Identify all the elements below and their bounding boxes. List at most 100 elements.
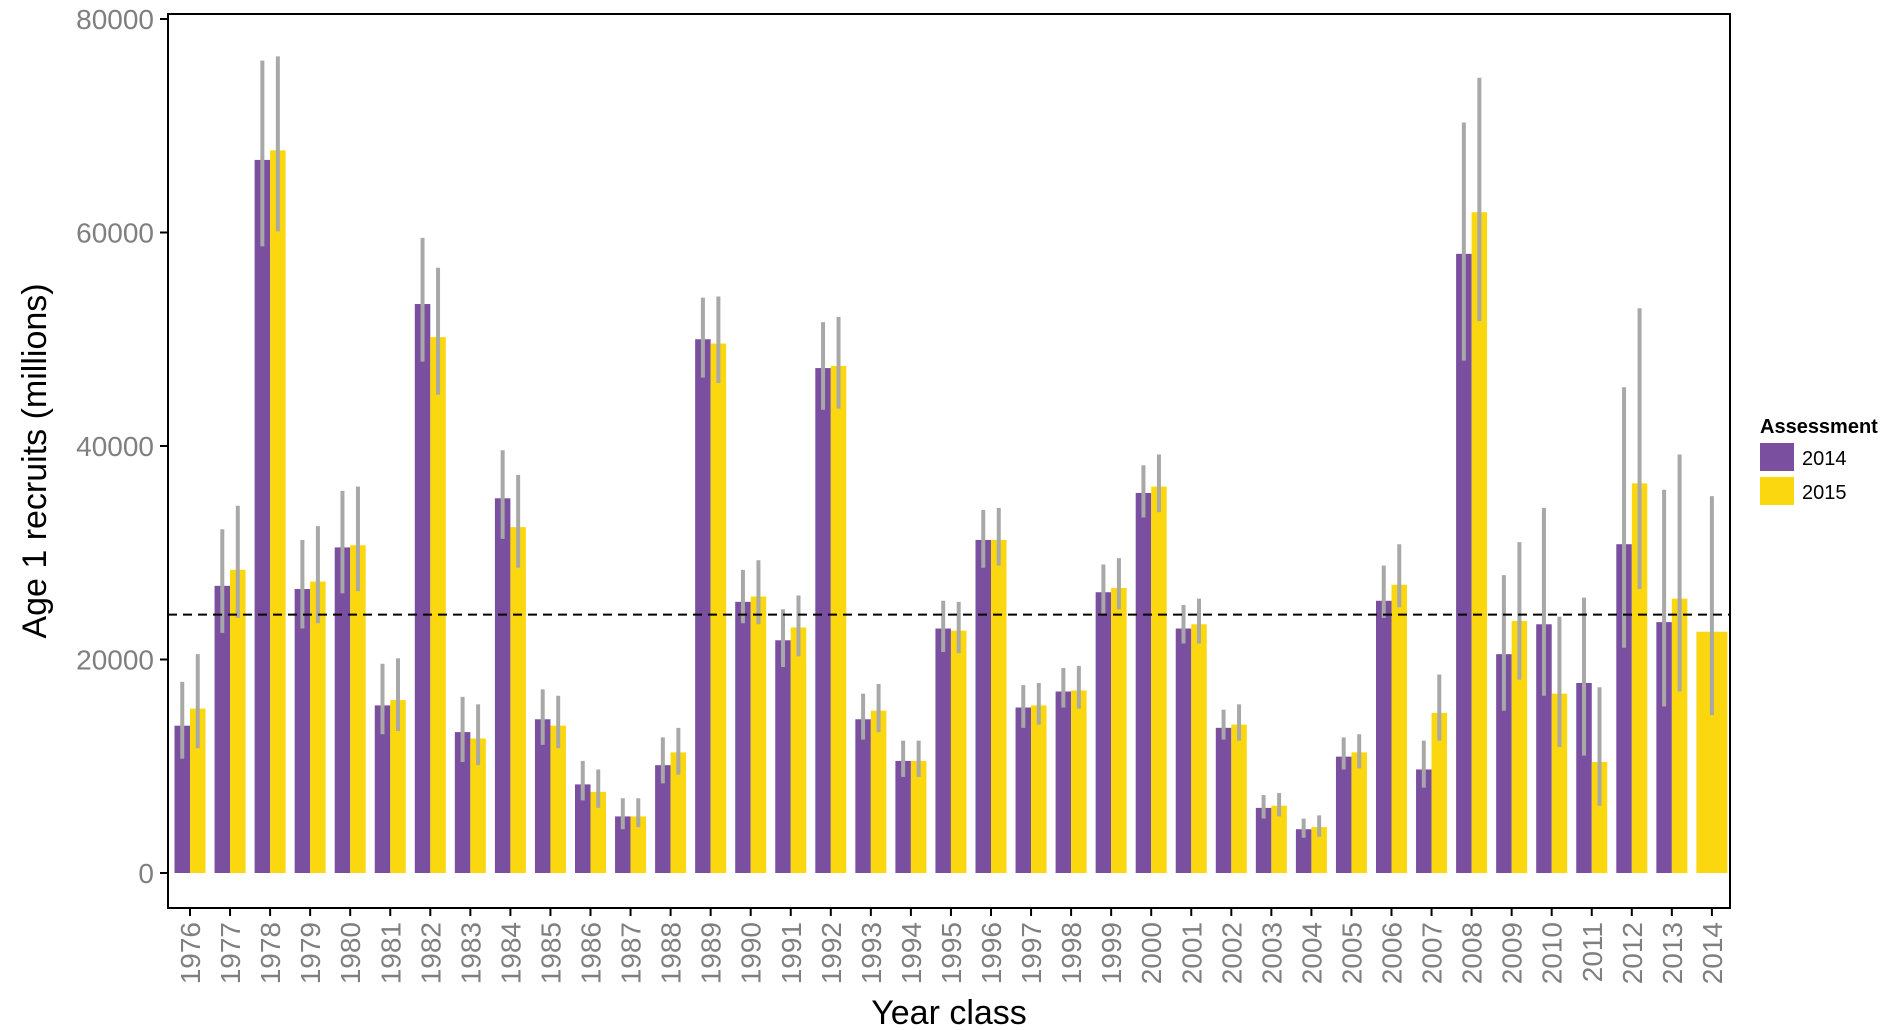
- bar-2015-1979: [310, 581, 326, 873]
- bar-2014-2002: [1215, 727, 1232, 873]
- bar-2015-1989: [710, 343, 727, 873]
- x-tick-label-2013: 2013: [1657, 922, 1688, 984]
- legend: Assessment 2014 2015: [1760, 416, 1878, 505]
- x-tick-label-1988: 1988: [656, 922, 687, 984]
- x-tick-label-1982: 1982: [415, 922, 446, 984]
- bar-2014-1990: [735, 601, 751, 873]
- plot-panel-border: [167, 13, 1731, 909]
- bar-2014-1997: [1015, 707, 1032, 873]
- bar-2015-2010: [1551, 693, 1568, 873]
- x-tick-label-1996: 1996: [976, 922, 1007, 984]
- bar-2014-2011: [1576, 682, 1592, 873]
- x-tick-label-2011: 2011: [1577, 922, 1608, 982]
- bar-2014-1980: [334, 547, 351, 873]
- legend-label-2014: 2014: [1802, 448, 1847, 470]
- error-bars-layer: [180, 56, 1714, 838]
- x-tick-label-1989: 1989: [696, 922, 727, 984]
- bar-2015-1999: [1111, 587, 1127, 873]
- legend-swatch-2014: [1760, 443, 1794, 471]
- bar-2014-2004: [1295, 829, 1312, 873]
- bar-2014-1987: [615, 816, 631, 873]
- bar-2015-2013: [1671, 598, 1688, 873]
- bar-2015-2006: [1391, 584, 1407, 873]
- bar-2015-1984: [510, 527, 526, 873]
- x-tick-label-1980: 1980: [335, 922, 366, 984]
- x-tick-label-2014: 2014: [1697, 922, 1728, 984]
- bar-2014-1984: [494, 498, 511, 873]
- x-tick-label-1991: 1991: [776, 922, 807, 984]
- bar-2015-2001: [1191, 624, 1207, 873]
- bar-2015-1991: [790, 627, 807, 873]
- y-axis-title: Age 1 recruits (millions): [16, 283, 54, 638]
- bar-2014-1999: [1095, 592, 1112, 873]
- x-tick-label-2008: 2008: [1457, 922, 1488, 984]
- bar-2015-1981: [390, 700, 406, 873]
- bar-2014-1979: [294, 589, 311, 873]
- bar-2015-1996: [991, 539, 1007, 873]
- bar-2015-1976: [190, 708, 206, 873]
- y-tick-label-0: 0: [138, 858, 154, 889]
- bar-2015-1997: [1031, 705, 1047, 873]
- bar-2014-1981: [374, 705, 391, 873]
- bar-2014-2008: [1456, 253, 1472, 874]
- bar-2014-1995: [935, 628, 951, 873]
- bars-layer: [174, 150, 1728, 874]
- bar-2014-1994: [895, 760, 911, 873]
- x-tick-label-2007: 2007: [1417, 922, 1448, 984]
- bar-2015-2007: [1431, 712, 1448, 873]
- bar-2015-1986: [590, 791, 606, 873]
- x-tick-label-2005: 2005: [1336, 922, 1367, 984]
- bar-2014-1986: [575, 784, 591, 873]
- x-tick-label-2009: 2009: [1497, 922, 1528, 984]
- bar-2014-2013: [1656, 622, 1672, 873]
- bar-2014-2005: [1335, 756, 1352, 873]
- bar-2014-2012: [1616, 544, 1632, 873]
- y-tick-label-60000: 60000: [76, 218, 154, 249]
- bar-2014-1989: [695, 339, 711, 873]
- bar-2015-1988: [670, 752, 687, 873]
- bar-2015-1993: [870, 710, 887, 873]
- bar-2014-1992: [815, 368, 831, 873]
- x-tick-label-1977: 1977: [215, 922, 246, 984]
- x-tick-label-1998: 1998: [1056, 922, 1087, 984]
- x-tick-label-1983: 1983: [455, 922, 486, 984]
- x-tick-label-1995: 1995: [936, 922, 967, 984]
- bar-2014-2007: [1416, 769, 1432, 873]
- bar-2015-1994: [910, 760, 927, 873]
- y-tick-label-40000: 40000: [76, 431, 154, 462]
- bar-2015-1995: [950, 630, 967, 873]
- x-tick-label-2004: 2004: [1296, 922, 1327, 984]
- bar-2014-1988: [655, 765, 671, 873]
- bar-2014-1977: [214, 585, 231, 873]
- x-axis: 1976 1977 1978 1979 1980 1981 1982 1983 1984 1985…: [175, 908, 1728, 984]
- x-tick-label-1992: 1992: [816, 922, 847, 984]
- bar-2015-1980: [350, 545, 366, 873]
- x-tick-label-1993: 1993: [856, 922, 887, 984]
- bar-2014-1983: [454, 732, 471, 873]
- x-tick-label-1997: 1997: [1016, 922, 1047, 984]
- x-tick-label-2000: 2000: [1136, 922, 1167, 984]
- x-tick-label-1999: 1999: [1096, 922, 1127, 984]
- x-tick-label-1984: 1984: [495, 922, 526, 984]
- x-tick-label-2010: 2010: [1537, 922, 1568, 984]
- bar-2015-1982: [430, 337, 446, 873]
- x-tick-label-2012: 2012: [1617, 922, 1648, 984]
- x-tick-label-2006: 2006: [1377, 922, 1408, 984]
- bar-2015-1977: [230, 569, 246, 873]
- x-tick-label-2001: 2001: [1176, 922, 1207, 984]
- bar-2014-1991: [775, 640, 791, 873]
- bar-2014-2003: [1255, 807, 1272, 873]
- bar-2015-2008: [1471, 212, 1488, 873]
- x-tick-label-2003: 2003: [1256, 922, 1287, 984]
- bar-2015-1983: [470, 738, 486, 873]
- bar-2015-2005: [1351, 752, 1367, 873]
- bar-2015-1998: [1071, 690, 1087, 873]
- bar-2015-2000: [1151, 486, 1167, 873]
- legend-label-2015: 2015: [1802, 482, 1847, 504]
- bar-2015-1987: [630, 816, 647, 873]
- y-tick-label-20000: 20000: [76, 645, 154, 676]
- bar-2015-1978: [270, 150, 286, 874]
- bar-2015-1990: [750, 596, 767, 873]
- x-tick-label-2002: 2002: [1216, 922, 1247, 984]
